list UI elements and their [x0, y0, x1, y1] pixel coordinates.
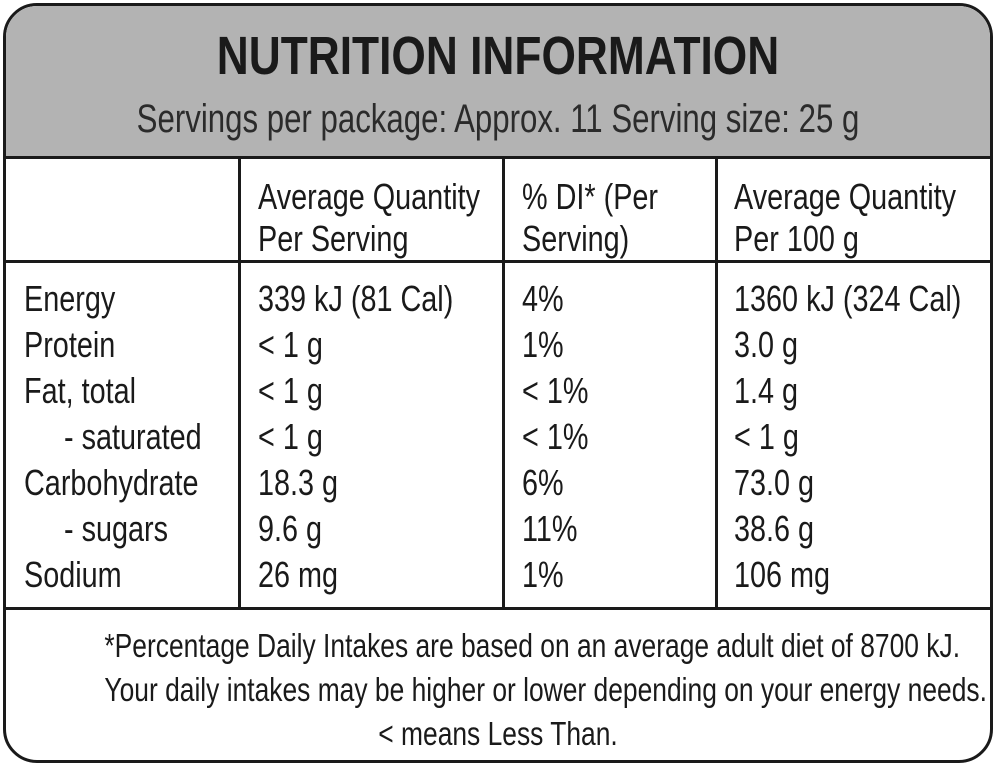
page-title: NUTRITION INFORMATION [216, 26, 780, 86]
footnote-line: Your daily intakes may be higher or lowe… [104, 671, 987, 708]
di-value: 11% [522, 508, 578, 549]
header: NUTRITION INFORMATION Servings per packa… [6, 6, 990, 159]
column-divider [715, 159, 718, 609]
nutrition-panel: NUTRITION INFORMATION Servings per packa… [3, 3, 993, 763]
column-divider [238, 159, 241, 609]
di-value: < 1% [522, 416, 589, 457]
per-serving-value: 26 mg [258, 554, 339, 595]
per-serving-value: < 1 g [258, 324, 323, 365]
column-header-line: Serving) [522, 218, 630, 259]
footer-divider [6, 607, 990, 610]
per-serving-value: 9.6 g [258, 508, 323, 549]
footnote: *Percentage Daily Intakes are based on a… [6, 624, 990, 756]
per-100g-value: 38.6 g [734, 508, 815, 549]
row-label: Energy [24, 278, 116, 319]
header-row-divider [6, 260, 990, 263]
column-divider [502, 159, 505, 609]
row-label: - sugars [64, 508, 169, 549]
footnote-line: *Percentage Daily Intakes are based on a… [104, 627, 961, 664]
column-header-per-serving: Average Quantity Per Serving [258, 176, 480, 260]
column-header-di: % DI* (Per Serving) [522, 176, 658, 260]
row-label: Fat, total [24, 370, 137, 411]
row-label: Sodium [24, 554, 122, 595]
di-value: < 1% [522, 370, 589, 411]
di-value: 1% [522, 554, 564, 595]
per-serving-value: < 1 g [258, 416, 323, 457]
di-value: 1% [522, 324, 564, 365]
di-value: 6% [522, 462, 564, 503]
column-header-line: % DI* (Per [522, 176, 659, 217]
row-label: Carbohydrate [24, 462, 199, 503]
column-header-line: Per Serving [258, 218, 409, 259]
per-100g-value: 1.4 g [734, 370, 799, 411]
per-100g-value: 1360 kJ (324 Cal) [734, 278, 962, 319]
serving-info: Servings per package: Approx. 11 Serving… [136, 97, 860, 141]
column-header-line: Per 100 g [734, 218, 859, 259]
row-label: - saturated [64, 416, 202, 457]
per-100g-value: 73.0 g [734, 462, 815, 503]
footnote-line: < means Less Than. [378, 715, 618, 752]
per-serving-value: < 1 g [258, 370, 323, 411]
column-header-line: Average Quantity [258, 176, 481, 217]
column-header-line: Average Quantity [734, 176, 957, 217]
di-value: 4% [522, 278, 564, 319]
per-100g-value: < 1 g [734, 416, 799, 457]
per-serving-value: 18.3 g [258, 462, 339, 503]
column-header-per-100g: Average Quantity Per 100 g [734, 176, 956, 260]
per-serving-value: 339 kJ (81 Cal) [258, 278, 454, 319]
per-100g-value: 3.0 g [734, 324, 799, 365]
per-100g-value: 106 mg [734, 554, 831, 595]
row-label: Protein [24, 324, 116, 365]
